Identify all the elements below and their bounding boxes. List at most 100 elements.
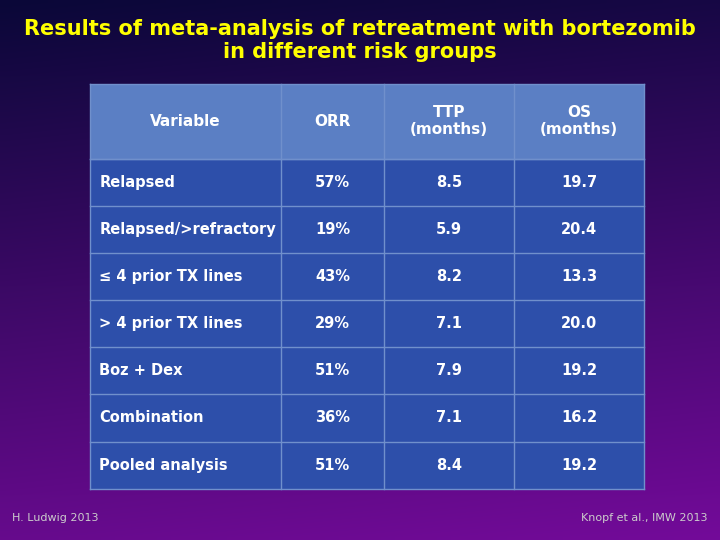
Bar (0, 119, 720, 120)
Text: 19.2: 19.2 (561, 457, 598, 472)
Bar (0, 18, 720, 20)
Bar (0, 529, 720, 531)
Bar (0, 216, 720, 218)
Bar (0, 212, 720, 214)
Bar (0, 324, 720, 326)
Bar (0, 304, 720, 306)
Bar (0, 32, 720, 34)
Bar (0, 47, 720, 49)
Text: 8.5: 8.5 (436, 175, 462, 190)
Bar (0, 9, 720, 11)
Bar (0, 130, 720, 131)
Bar (0, 86, 720, 88)
Bar (282, 442, 384, 489)
Bar (0, 4, 720, 5)
Bar (0, 77, 720, 79)
Bar (0, 281, 720, 282)
Bar (0, 501, 720, 502)
Bar (0, 302, 720, 304)
Bar (0, 140, 720, 142)
Bar (0, 185, 720, 187)
Bar (0, 238, 720, 239)
Bar (0, 447, 720, 448)
Bar (0, 65, 720, 66)
Bar (0, 459, 720, 461)
Bar (0, 23, 720, 25)
Bar (90, 347, 282, 394)
Bar (0, 266, 720, 268)
Bar (0, 299, 720, 301)
Bar (0, 76, 720, 77)
Text: 16.2: 16.2 (561, 410, 598, 426)
Bar (0, 63, 720, 65)
Bar (0, 308, 720, 309)
Text: ≤ 4 prior TX lines: ≤ 4 prior TX lines (99, 269, 243, 284)
Bar (514, 84, 644, 159)
Bar (0, 410, 720, 412)
Bar (0, 339, 720, 340)
Bar (0, 531, 720, 533)
Text: TTP
(months): TTP (months) (410, 105, 488, 137)
Bar (0, 506, 720, 508)
Bar (0, 474, 720, 475)
Bar (0, 356, 720, 358)
Bar (0, 52, 720, 54)
Bar (0, 515, 720, 517)
Bar (0, 166, 720, 167)
Bar (0, 416, 720, 417)
Bar (0, 315, 720, 317)
Bar (0, 120, 720, 123)
Bar (0, 477, 720, 479)
Bar (0, 72, 720, 74)
Bar (0, 420, 720, 421)
Bar (0, 366, 720, 367)
Bar (0, 25, 720, 27)
Bar (0, 223, 720, 225)
Text: 5.9: 5.9 (436, 222, 462, 237)
Bar (0, 162, 720, 164)
Text: ORR: ORR (315, 113, 351, 129)
Bar (0, 312, 720, 313)
Bar (0, 74, 720, 76)
Bar (0, 106, 720, 108)
Bar (0, 371, 720, 373)
Bar (0, 209, 720, 211)
Bar (0, 177, 720, 178)
Bar (0, 448, 720, 450)
Bar (0, 457, 720, 459)
Bar (0, 22, 720, 23)
Bar (0, 277, 720, 279)
Bar (0, 389, 720, 390)
Bar (0, 180, 720, 182)
Bar (0, 421, 720, 423)
Bar (0, 174, 720, 177)
Bar (0, 204, 720, 205)
Bar (384, 159, 514, 206)
Bar (0, 171, 720, 173)
Bar (90, 206, 282, 253)
Bar (0, 201, 720, 204)
Bar (0, 83, 720, 85)
Bar (0, 69, 720, 70)
Bar (0, 108, 720, 110)
Text: Combination: Combination (99, 410, 204, 426)
Bar (0, 367, 720, 369)
Bar (0, 524, 720, 525)
Bar (0, 502, 720, 504)
Text: Relapsed: Relapsed (99, 175, 175, 190)
Text: 19%: 19% (315, 222, 350, 237)
Bar (0, 252, 720, 254)
Bar (0, 484, 720, 486)
Bar (0, 241, 720, 243)
Bar (384, 84, 514, 159)
Bar (0, 250, 720, 252)
Bar (0, 228, 720, 231)
Bar (0, 393, 720, 394)
Bar (0, 396, 720, 398)
Bar (0, 150, 720, 151)
Bar (0, 464, 720, 466)
Bar (0, 139, 720, 140)
Bar (0, 313, 720, 315)
Bar (0, 430, 720, 432)
Bar (0, 279, 720, 281)
